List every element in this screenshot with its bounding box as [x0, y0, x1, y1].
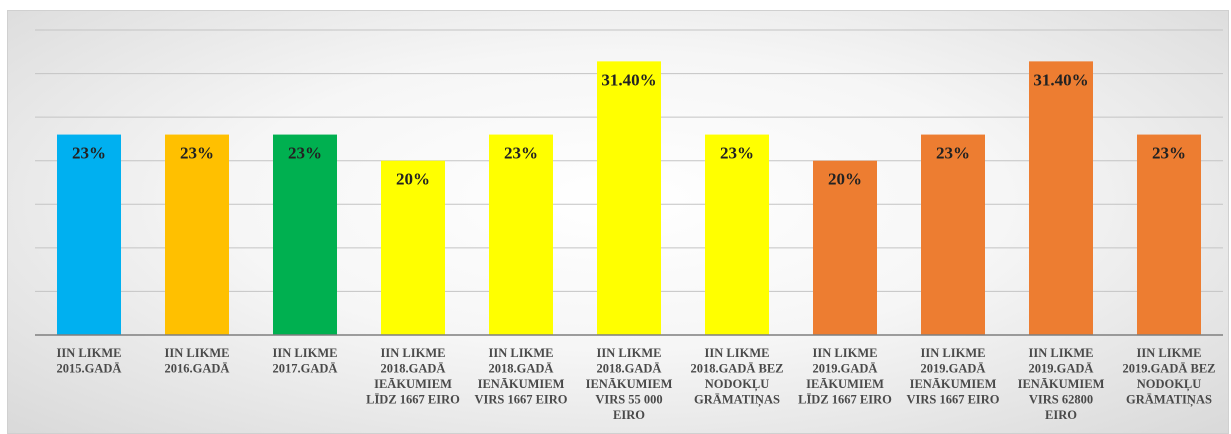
- data-label: 23%: [72, 144, 106, 163]
- data-label: 23%: [288, 144, 322, 163]
- data-label: 23%: [720, 144, 754, 163]
- bar: [381, 160, 445, 335]
- category-label: IIN LIKME 2015.GADĀ: [57, 346, 122, 376]
- bar: [921, 134, 985, 335]
- bar: [597, 61, 661, 335]
- category-label: IIN LIKME 2018.GADĀ IEĀKUMIEM LĪDZ 1667 EIR…: [366, 346, 460, 407]
- data-label: 23%: [1152, 144, 1186, 163]
- bar: [489, 134, 553, 335]
- category-label: IIN LIKME 2016.GADĀ: [165, 346, 230, 376]
- category-label: IIN LIKME 2019.GADĀ IENĀKUMIEM VIRS 1667 EI…: [906, 346, 999, 407]
- bar: [1029, 61, 1093, 335]
- bar: [273, 134, 337, 335]
- data-label: 23%: [504, 144, 538, 163]
- bar: [705, 134, 769, 335]
- data-label: 23%: [936, 144, 970, 163]
- data-label: 23%: [180, 144, 214, 163]
- bar: [165, 134, 229, 335]
- category-label: IIN LIKME 2018.GADĀ BEZ NODOKĻU GRĀMATIŅAS: [690, 346, 783, 408]
- category-label: IIN LIKME 2018.GADĀ IENĀKUMIEM VIRS 1667 EI…: [474, 346, 567, 407]
- bar: [1137, 134, 1201, 335]
- data-label: 20%: [828, 170, 862, 189]
- category-label: IIN LIKME 2019.GADĀ IENĀKUMIEM VIRS 62800 EI…: [1018, 346, 1105, 422]
- bar: [57, 134, 121, 335]
- data-label: 31.40%: [1033, 70, 1088, 89]
- category-label: IIN LIKME 2018.GADĀ IENĀKUMIEM VIRS 55 000 E…: [586, 346, 673, 422]
- category-label: IIN LIKME 2017.GADĀ: [273, 346, 338, 376]
- category-label: IIN LIKME 2019.GADĀ IEĀKUMIEM LĪDZ 1667 EIR…: [798, 346, 892, 407]
- data-label: 31.40%: [601, 70, 656, 89]
- bar: [813, 160, 877, 335]
- data-label: 20%: [396, 170, 430, 189]
- category-label: IIN LIKME 2019.GADĀ BEZ NODOKĻU GRĀMATIŅAS: [1122, 346, 1215, 408]
